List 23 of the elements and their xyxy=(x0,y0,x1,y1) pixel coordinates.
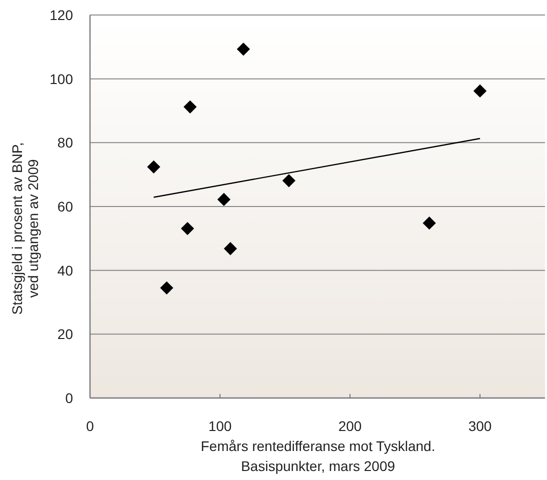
point xyxy=(147,160,160,174)
point xyxy=(473,84,487,98)
y-tick-label: 100 xyxy=(50,70,74,87)
x-tick-label: 100 xyxy=(208,418,232,434)
y-tick-label: 0 xyxy=(65,390,74,406)
y-tick-label: 40 xyxy=(57,262,74,278)
point xyxy=(236,42,250,56)
point xyxy=(282,174,296,188)
point xyxy=(180,222,194,236)
point xyxy=(184,100,197,114)
point xyxy=(160,281,174,294)
y-tick-label: 80 xyxy=(57,134,74,151)
x-axis-title: Femårs rentedifferanse mot Tyskland. Basispunkter, mars 2009 xyxy=(200,438,436,474)
point xyxy=(224,242,237,256)
point xyxy=(422,216,436,230)
x-tick-label: 300 xyxy=(468,418,492,434)
x-tick-label: 200 xyxy=(338,418,362,434)
y-tick-label: 60 xyxy=(57,198,74,214)
point xyxy=(217,192,230,206)
y-axis-title: Statsgjeld i prosent av BNP, ved utgangen av 2009 xyxy=(9,142,41,315)
x-tick-label: 0 xyxy=(86,418,94,434)
y-tick-label: 20 xyxy=(57,326,74,342)
y-tick-label: 120 xyxy=(50,7,74,23)
